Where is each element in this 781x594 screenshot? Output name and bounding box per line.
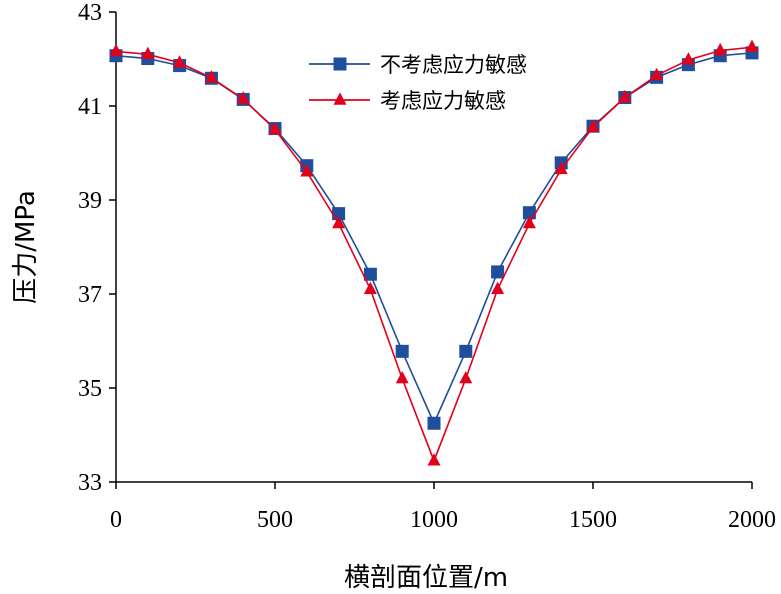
y-tick-label: 41: [78, 94, 102, 120]
series-2-point: [554, 161, 568, 175]
series-layer: [109, 39, 759, 466]
series-2-point: [522, 215, 536, 229]
series-2-point: [141, 46, 155, 59]
legend-label: 不考虑应力敏感: [380, 53, 527, 77]
series-2: [109, 39, 759, 466]
series-2-point: [204, 70, 218, 83]
series-2-point: [618, 89, 632, 103]
series-1-point: [522, 206, 536, 220]
series-2-point: [363, 281, 377, 294]
series-1-point: [459, 344, 473, 358]
series-2-point: [459, 370, 473, 384]
series-1-point: [491, 265, 505, 279]
series-2-point: [586, 119, 600, 132]
series-2-point: [236, 91, 250, 104]
series-2-point: [173, 55, 187, 68]
x-tick-label: 0: [110, 507, 122, 533]
legend-swatch-marker: [333, 57, 347, 71]
y-tick-label: 43: [78, 0, 102, 26]
legend-swatch-marker: [333, 92, 347, 105]
series-2-point: [745, 39, 759, 52]
x-tick-label: 2000: [728, 507, 776, 533]
y-tick-label: 35: [78, 376, 102, 402]
series-1-point: [395, 344, 409, 358]
series-2-point: [268, 121, 282, 135]
y-tick-label: 33: [78, 470, 102, 496]
x-tick-label: 500: [257, 507, 293, 533]
y-tick-label: 39: [78, 188, 102, 214]
legend-item-1: 不考虑应力敏感: [309, 53, 527, 77]
y-axis-title: 压力/MPa: [11, 190, 41, 304]
series-2-point: [300, 164, 314, 177]
series-2-point: [491, 281, 505, 294]
series-1-point: [363, 267, 377, 281]
series-1-point: [427, 416, 441, 430]
x-axis-title: 横剖面位置/m: [344, 563, 508, 593]
x-tick-label: 1000: [410, 507, 458, 533]
axes: 33 35 37 39 41 43 0 500 1000 1500 2000: [78, 0, 776, 533]
series-2-point: [395, 370, 409, 384]
legend-item-2: 考虑应力敏感: [309, 89, 506, 113]
series-2-point: [427, 453, 441, 466]
y-tick-label: 37: [78, 282, 102, 308]
series-2-point: [332, 215, 346, 229]
series-2-point: [109, 43, 123, 57]
series-2-point: [681, 52, 695, 65]
legend-label: 考虑应力敏感: [380, 89, 506, 113]
x-tick-label: 1500: [569, 507, 617, 533]
series-2-point: [650, 67, 664, 81]
series-2-point: [713, 42, 727, 56]
